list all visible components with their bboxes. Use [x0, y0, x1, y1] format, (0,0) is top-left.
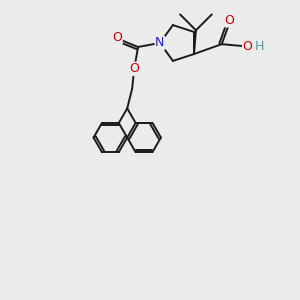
Text: O: O [112, 31, 122, 44]
Text: O: O [129, 62, 139, 75]
Text: O: O [242, 40, 252, 52]
Text: O: O [225, 14, 235, 27]
Text: N: N [155, 37, 165, 50]
Text: H: H [255, 40, 264, 52]
